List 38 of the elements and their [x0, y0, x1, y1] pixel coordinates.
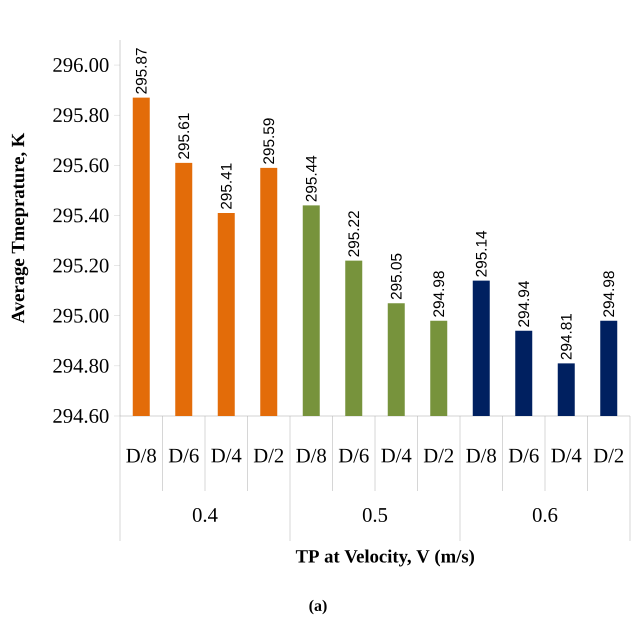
- x-tick-label: D/4: [551, 448, 582, 463]
- x-tick-label: D/6: [168, 448, 199, 463]
- data-label: 294.98: [603, 271, 614, 317]
- x-tick-label: D/2: [594, 448, 624, 463]
- x-tick-label: D/4: [211, 448, 242, 463]
- data-label: 295.44: [306, 156, 317, 202]
- y-tick-label: 296.00: [53, 58, 108, 72]
- y-tick-label: 294.80: [53, 358, 108, 373]
- x-tick-label: D/8: [466, 448, 496, 463]
- x-tick-label: D/2: [424, 448, 454, 463]
- x-tick-label: D/8: [126, 448, 156, 463]
- x-axis-title: TP at Velocity, V (m/s): [296, 549, 474, 566]
- y-tick-label: 294.60: [53, 408, 108, 424]
- x-tick-label: D/2: [254, 448, 284, 463]
- data-label: 295.41: [220, 164, 232, 209]
- x-tick-label: D/4: [381, 448, 412, 463]
- data-label: 295.05: [390, 254, 402, 300]
- y-tick-label: 295.80: [53, 108, 108, 122]
- data-label: 295.61: [178, 113, 190, 159]
- y-tick-label: 295.40: [53, 208, 108, 222]
- y-tick-label: 295.20: [53, 258, 108, 273]
- y-axis-title: Average Tmeprature, K: [12, 132, 28, 324]
- data-label: 295.87: [136, 48, 147, 94]
- text: 0.5: [362, 508, 388, 522]
- data-label: 294.98: [433, 271, 444, 317]
- data-label: 295.22: [348, 211, 360, 257]
- text: 0.6: [532, 508, 558, 522]
- y-tick-label: 295.60: [53, 158, 108, 172]
- data-label: 294.81: [560, 314, 572, 360]
- y-tick-label: 295.00: [53, 308, 108, 323]
- text: 0.4: [192, 508, 218, 522]
- data-label: 295.14: [476, 230, 487, 277]
- data-label: 294.94: [518, 281, 530, 327]
- x-tick-label: D/6: [508, 448, 539, 463]
- text: (a): [309, 600, 327, 614]
- x-tick-label: D/6: [338, 448, 369, 463]
- x-tick-label: D/8: [296, 448, 326, 463]
- data-label: 295.59: [263, 118, 274, 164]
